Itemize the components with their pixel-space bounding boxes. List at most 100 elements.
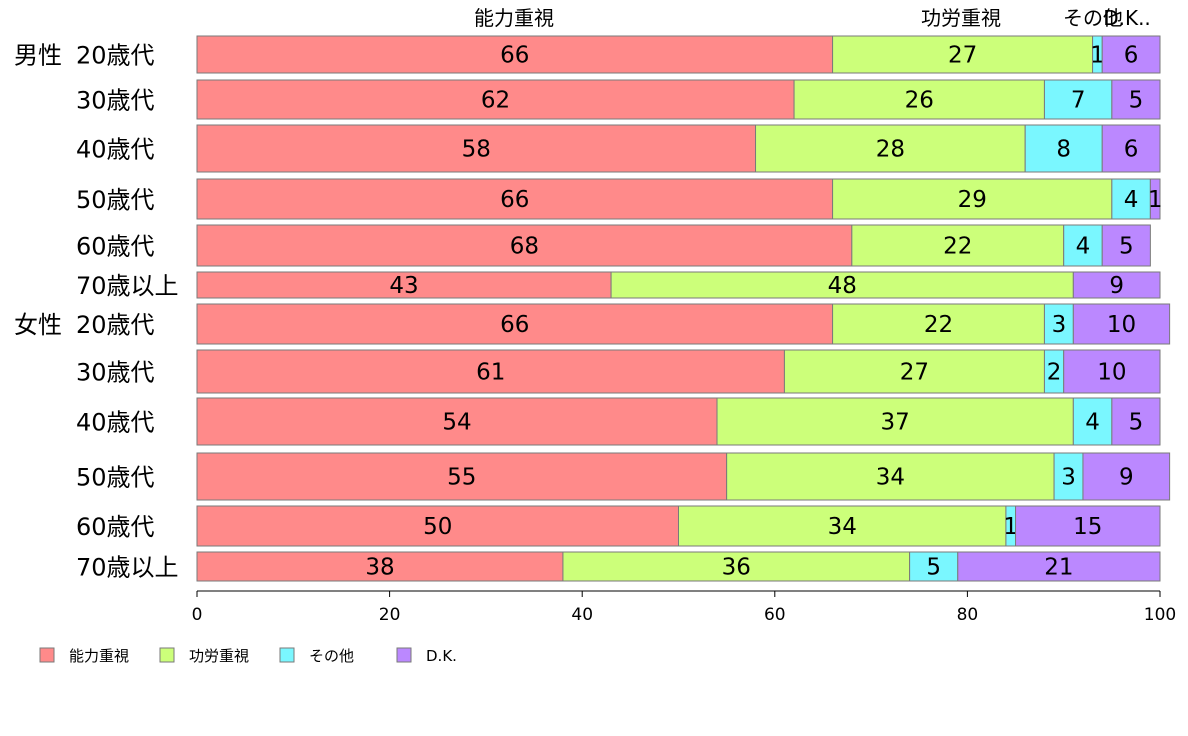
bar-segment — [196, 505, 679, 547]
data-label: 62 — [481, 88, 510, 114]
bar-segment — [196, 224, 853, 267]
group-label: 男性 — [14, 42, 62, 70]
row-label: 30歳代 — [76, 359, 155, 387]
data-label: 1 — [1090, 43, 1105, 69]
data-label: 43 — [389, 273, 418, 299]
data-label: 8 — [1056, 137, 1071, 163]
data-label: 1 — [1148, 187, 1163, 213]
data-label: 5 — [926, 555, 941, 581]
bar-segment — [832, 35, 1094, 74]
data-label: 55 — [447, 465, 476, 491]
data-label: 5 — [1129, 410, 1144, 436]
data-label: 5 — [1129, 88, 1144, 114]
bar-segment — [832, 178, 1113, 220]
bar-segment — [1072, 271, 1161, 299]
bar-segment — [1101, 35, 1161, 74]
bar-segment — [196, 349, 785, 394]
bar-segment — [196, 452, 728, 501]
x-tick-label: 0 — [192, 605, 203, 625]
bar-segment — [726, 452, 1055, 501]
bar-segment — [1072, 303, 1171, 345]
data-label: 6 — [1124, 137, 1139, 163]
row-label: 40歳代 — [76, 136, 155, 164]
top-series-label: 功労重視 — [921, 6, 1001, 30]
data-label: 1 — [1003, 514, 1018, 540]
row-label: 20歳代 — [76, 42, 155, 70]
bar-segment — [1043, 79, 1113, 120]
data-label: 38 — [365, 555, 394, 581]
legend: 能力重視 功労重視 その他 D.K. — [39, 647, 457, 665]
data-label: 5 — [1119, 234, 1134, 260]
data-label: 34 — [828, 514, 857, 540]
data-label: 4 — [1124, 187, 1139, 213]
data-label: 48 — [828, 273, 857, 299]
legend-swatch — [279, 647, 295, 663]
data-label: 3 — [1061, 465, 1076, 491]
bar-segment — [1015, 505, 1161, 547]
bar-segment — [196, 35, 834, 74]
bar-segment — [1043, 303, 1074, 345]
top-series-label: その他 — [1063, 6, 1123, 30]
data-label: 37 — [881, 410, 910, 436]
row-label: 30歳代 — [76, 87, 155, 115]
bar-segment — [610, 271, 1074, 299]
data-label: 10 — [1107, 312, 1136, 338]
bar-segment — [196, 397, 718, 446]
data-label: 4 — [1085, 410, 1100, 436]
bar-segment — [196, 303, 834, 345]
bar-segment — [196, 271, 612, 299]
bar-segment — [783, 349, 1045, 394]
bar-segment — [196, 79, 795, 120]
x-axis: 0 20 40 60 80 100 — [192, 590, 1176, 625]
bar-segment — [832, 303, 1045, 345]
x-tick-label: 40 — [571, 605, 593, 625]
bar-segment — [1063, 224, 1103, 267]
bar-segment — [793, 79, 1045, 120]
row-label: 50歳代 — [76, 186, 155, 214]
bar-segment — [1101, 124, 1161, 173]
data-label: 54 — [442, 410, 471, 436]
data-label: 2 — [1047, 360, 1062, 386]
data-label: 27 — [900, 360, 929, 386]
bar-segment — [678, 505, 1007, 547]
data-label: 66 — [500, 43, 529, 69]
bars-layer: 66 27 1 662 26 7 558 28 8 666 29 4 168 22 4 543 48 966 22 3… — [196, 35, 1171, 582]
data-label: 26 — [905, 88, 934, 114]
data-label: 29 — [958, 187, 987, 213]
bar-segment — [1063, 349, 1161, 394]
row-label: 60歳代 — [76, 513, 155, 541]
bar-segment — [196, 551, 564, 582]
data-label: 27 — [948, 43, 977, 69]
bar-segment — [851, 224, 1065, 267]
data-label: 3 — [1052, 312, 1067, 338]
bar-segment — [1111, 79, 1161, 120]
row-label: 70歳以上 — [76, 554, 179, 582]
bar-segment — [562, 551, 911, 582]
bar-segment — [196, 124, 757, 173]
legend-swatch — [159, 647, 175, 663]
data-label: 21 — [1044, 555, 1073, 581]
x-tick-label: 80 — [957, 605, 979, 625]
legend-label: D.K. — [426, 647, 457, 665]
bar-segment — [1101, 224, 1151, 267]
bar-segment — [909, 551, 959, 582]
row-label: 20歳代 — [76, 311, 155, 339]
bar-segment — [196, 178, 834, 220]
x-tick-label: 60 — [764, 605, 786, 625]
data-label: 7 — [1071, 88, 1086, 114]
bar-segment — [1053, 452, 1084, 501]
data-label: 22 — [924, 312, 953, 338]
data-label: 6 — [1124, 43, 1139, 69]
x-tick-label: 20 — [379, 605, 401, 625]
top-series-label: D.K.. — [1103, 6, 1151, 30]
legend-swatch — [396, 647, 412, 663]
bar-segment — [1149, 178, 1161, 220]
row-label: 60歳代 — [76, 233, 155, 261]
bar-segment — [755, 124, 1026, 173]
legend-label: その他 — [309, 647, 354, 665]
bar-segment — [716, 397, 1074, 446]
data-label: 28 — [876, 137, 905, 163]
legend-label: 功労重視 — [189, 647, 249, 665]
